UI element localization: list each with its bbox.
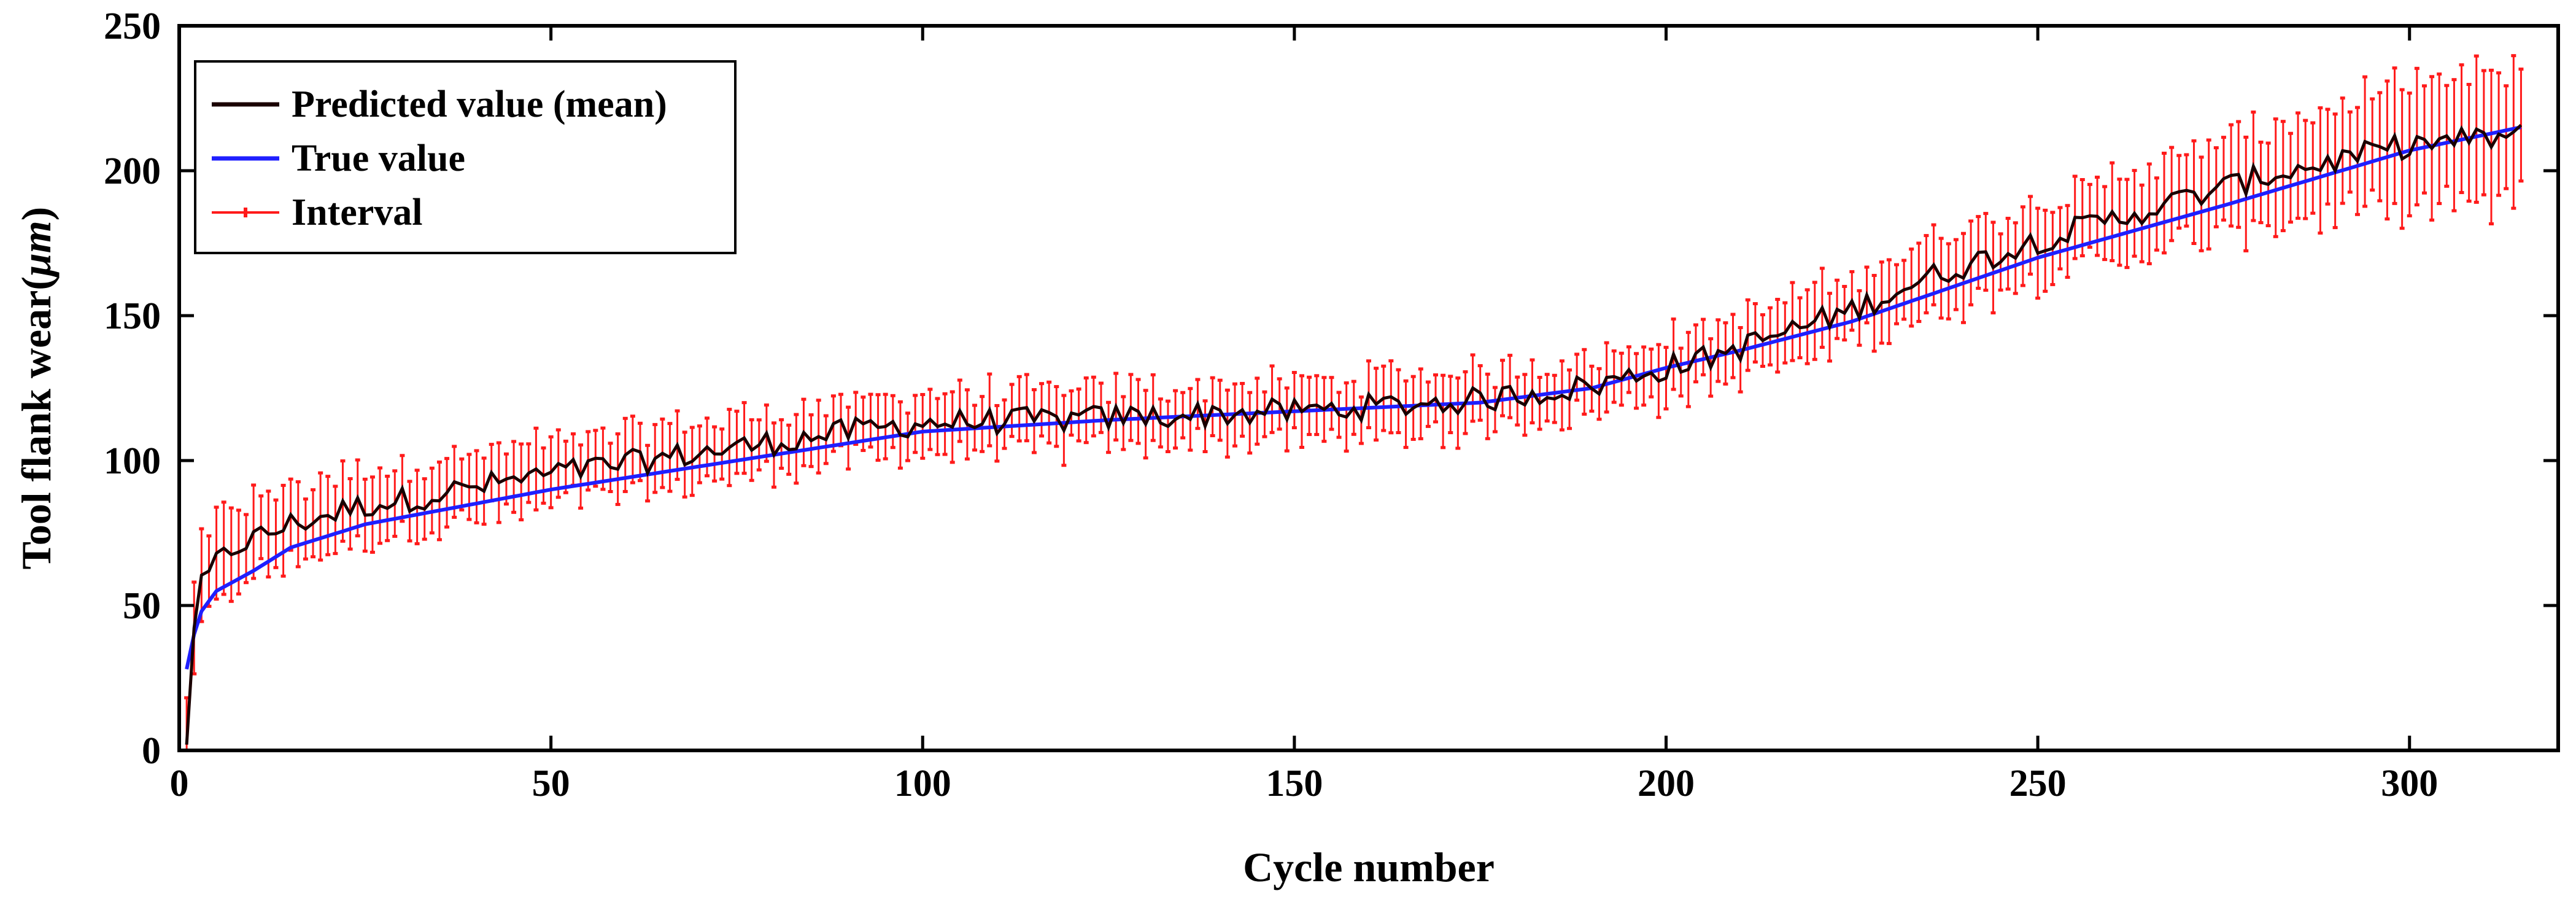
predicted-line — [185, 123, 2523, 745]
y-axis-label-text: Tool flank wear — [13, 290, 60, 570]
y-tick-label: 100 — [104, 440, 161, 482]
x-tick-label: 100 — [894, 763, 951, 804]
legend: Predicted value (mean) True value Interv… — [194, 60, 737, 254]
y-tick-label: 200 — [104, 150, 161, 192]
y-tick-label: 0 — [142, 730, 161, 772]
y-axis-label-unit: μm — [13, 220, 60, 278]
predicted-series — [185, 123, 2523, 745]
legend-predicted-label: Predicted value (mean) — [292, 84, 667, 125]
x-tick-label: 250 — [2009, 763, 2067, 804]
x-tick-label: 300 — [2381, 763, 2438, 804]
axis-ticks: 0 50 100 150 200 250 300 0 50 100 150 200 250 — [104, 6, 2558, 804]
y-tick-label: 250 — [104, 6, 161, 47]
x-tick-label: 150 — [1266, 763, 1323, 804]
y-axis-label: Tool flank wear(μm) — [13, 207, 60, 570]
legend-true-label: True value — [292, 138, 465, 179]
y-tick-label: 50 — [123, 585, 161, 627]
x-tick-label: 200 — [1638, 763, 1695, 804]
legend-interval-label: Interval — [292, 192, 423, 233]
plot-frame — [177, 24, 2560, 752]
legend-box — [194, 60, 737, 254]
x-tick-label: 50 — [532, 763, 570, 804]
x-axis-label: Cycle number — [1243, 844, 1495, 890]
y-tick-label: 150 — [104, 295, 161, 337]
x-tick-label: 0 — [170, 763, 189, 804]
